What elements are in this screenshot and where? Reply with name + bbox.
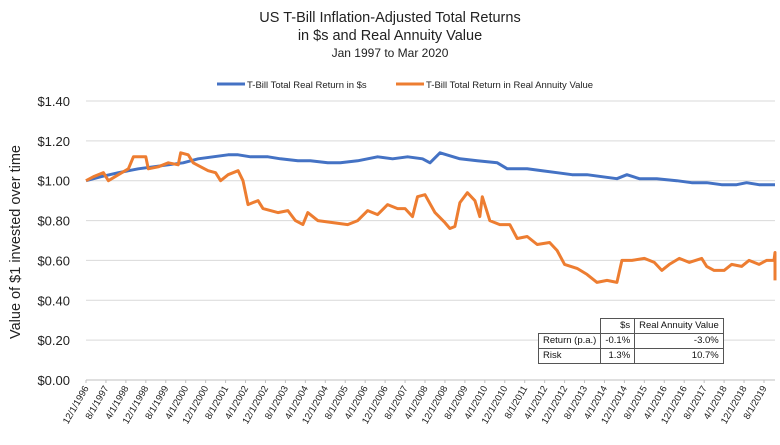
legend: T-Bill Total Real Return in $s T-Bill To… bbox=[217, 80, 593, 91]
stats-table-header-row: $s Real Annuity Value bbox=[538, 318, 724, 334]
legend-label-annuity: T-Bill Total Return in Real Annuity Valu… bbox=[426, 80, 593, 91]
y-tick-label: $0.40 bbox=[37, 293, 70, 308]
y-axis-label: Value of $1 invested over time bbox=[8, 145, 24, 339]
x-axis-ticks: 12/1/19968/1/19974/1/199812/1/19988/1/19… bbox=[61, 380, 770, 426]
x-tick-label: 12/1/1996 bbox=[61, 384, 92, 426]
legend-label-usd: T-Bill Total Real Return in $s bbox=[247, 80, 367, 91]
stats-row-label: Risk bbox=[537, 348, 602, 364]
y-tick-label: $1.00 bbox=[37, 174, 70, 189]
y-tick-label: $0.80 bbox=[37, 214, 70, 229]
chart-subtitle: Jan 1997 to Mar 2020 bbox=[332, 46, 449, 60]
series-line-annuity bbox=[85, 151, 777, 284]
stats-cell-usd: -0.1% bbox=[600, 333, 636, 349]
y-tick-label: $0.00 bbox=[37, 373, 70, 388]
series-line-usd bbox=[85, 151, 775, 187]
stats-table: $s Real Annuity Value Return (p.a.) -0.1… bbox=[537, 318, 724, 364]
stats-cell-annuity: -3.0% bbox=[634, 333, 724, 349]
series-lines bbox=[85, 151, 777, 284]
y-axis-ticks: $0.00 $0.20 $0.40 $0.60 $0.80 $1.00 $1.20 $1.40 bbox=[37, 94, 70, 388]
stats-header-blank bbox=[538, 318, 602, 334]
chart-title: US T-Bill Inflation-Adjusted Total Retur… bbox=[259, 10, 520, 26]
stats-cell-usd: 1.3% bbox=[600, 348, 636, 364]
stats-row-return: Return (p.a.) -0.1% -3.0% bbox=[537, 333, 724, 349]
stats-row-risk: Risk 1.3% 10.7% bbox=[537, 348, 724, 364]
chart-title-line2: in $s and Real Annuity Value bbox=[298, 28, 482, 44]
y-tick-label: $1.40 bbox=[37, 94, 70, 109]
y-tick-label: $1.20 bbox=[37, 134, 70, 149]
y-tick-label: $0.60 bbox=[37, 253, 70, 268]
y-tick-label: $0.20 bbox=[37, 333, 70, 348]
stats-cell-annuity: 10.7% bbox=[634, 348, 724, 364]
stats-header-usd: $s bbox=[600, 318, 636, 334]
gridlines bbox=[86, 100, 775, 341]
stats-header-annuity: Real Annuity Value bbox=[634, 318, 724, 334]
stats-row-label: Return (p.a.) bbox=[537, 333, 602, 349]
